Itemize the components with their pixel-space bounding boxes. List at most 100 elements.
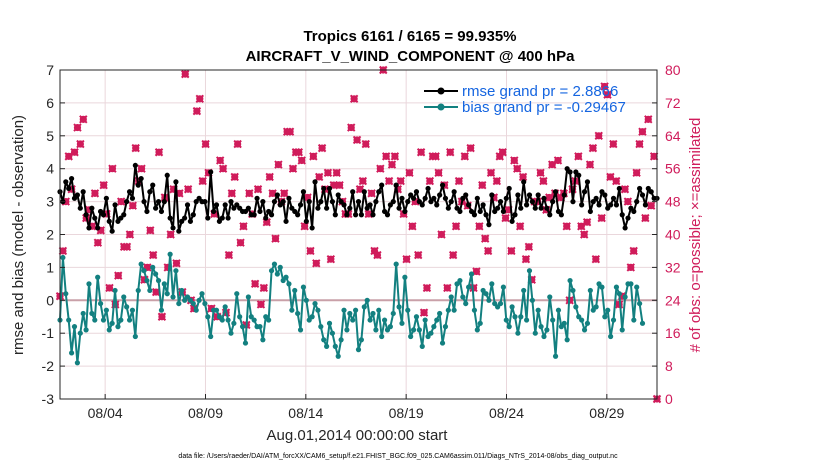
obs-assimilated-marker xyxy=(64,152,73,161)
y2-tick-label: 56 xyxy=(665,161,681,177)
rmse-point xyxy=(300,189,307,195)
rmse-point xyxy=(63,179,69,185)
rmse-point xyxy=(631,208,637,215)
obs-assimilated-marker xyxy=(582,217,592,227)
rmse-point xyxy=(576,172,582,178)
obs-count-point xyxy=(591,254,601,264)
obs-count-point xyxy=(227,189,237,198)
obs-count-point xyxy=(431,152,440,161)
obs-assimilated-marker xyxy=(280,189,289,198)
bias-point xyxy=(509,304,515,310)
bias-point xyxy=(242,340,249,346)
rmse-point xyxy=(437,192,443,198)
obs-assimilated-marker xyxy=(588,143,598,153)
bias-point xyxy=(335,353,341,359)
bias-point xyxy=(147,287,153,294)
rmse-point xyxy=(619,212,625,218)
obs-assimilated-marker xyxy=(632,168,641,178)
rmse-point xyxy=(390,199,396,205)
rmse-point xyxy=(182,215,188,221)
rmse-point xyxy=(439,182,446,188)
obs-assimilated-marker xyxy=(475,222,484,231)
obs-count-point xyxy=(475,222,484,231)
obs-assimilated-marker xyxy=(492,176,502,186)
rmse-point xyxy=(280,199,286,205)
obs-assimilated-marker xyxy=(384,176,394,186)
obs-assimilated-marker xyxy=(79,115,88,124)
obs-assimilated-marker xyxy=(536,168,545,178)
obs-assimilated-marker xyxy=(597,213,606,223)
bias-point xyxy=(431,324,437,330)
bias-point xyxy=(353,307,359,313)
obs-count-point xyxy=(93,238,103,247)
rmse-point xyxy=(138,175,144,182)
obs-assimilated-marker xyxy=(446,148,455,157)
rmse-point xyxy=(451,189,457,195)
bias-point xyxy=(396,304,402,310)
bias-point xyxy=(428,330,434,336)
obs-assimilated-marker xyxy=(125,230,135,239)
rmse-point xyxy=(413,189,420,195)
obs-assimilated-marker xyxy=(58,246,68,256)
bias-point xyxy=(71,324,78,330)
obs-count-point xyxy=(594,131,603,141)
bias-point xyxy=(608,333,614,340)
obs-count-point xyxy=(195,94,204,103)
obs-count-point xyxy=(122,242,132,252)
bias-point xyxy=(390,310,396,317)
bias-point xyxy=(373,327,379,333)
rmse-point xyxy=(570,199,576,205)
obs-count-point xyxy=(492,176,502,186)
obs-count-point xyxy=(644,115,653,124)
obs-count-point xyxy=(317,143,327,153)
bias-point xyxy=(628,281,634,287)
bias-point xyxy=(497,300,504,307)
bias-point xyxy=(208,333,214,340)
obs-count-point xyxy=(224,250,234,260)
obs-assimilated-marker xyxy=(201,139,210,149)
rmse-point xyxy=(144,208,150,215)
obs-assimilated-marker xyxy=(288,164,298,173)
rmse-point xyxy=(335,192,341,198)
bias-point xyxy=(634,284,640,290)
bias-point xyxy=(442,324,449,330)
rmse-point xyxy=(471,212,478,218)
rmse-point xyxy=(184,202,191,208)
bias-point xyxy=(97,300,104,307)
bias-point xyxy=(83,327,89,333)
obs-count-point xyxy=(268,189,277,198)
obs-assimilated-marker xyxy=(373,250,382,260)
rmse-point xyxy=(283,218,289,224)
y-tick-label: 4 xyxy=(46,161,54,177)
rmse-point xyxy=(326,185,333,192)
bias-point xyxy=(347,310,353,317)
rmse-point xyxy=(271,199,278,205)
obs-assimilated-marker xyxy=(172,259,181,268)
bias-point xyxy=(268,268,275,274)
obs-count-point xyxy=(218,164,228,173)
obs-assimilated-marker xyxy=(390,152,400,161)
obs-count-point xyxy=(545,193,554,202)
obs-assimilated-marker xyxy=(367,189,376,198)
obs-assimilated-marker xyxy=(425,176,435,186)
bias-point xyxy=(570,287,576,294)
rmse-point xyxy=(210,208,217,215)
obs-count-point xyxy=(553,156,563,165)
obs-count-point xyxy=(288,164,298,173)
obs-assimilated-marker xyxy=(224,250,234,260)
rmse-point xyxy=(457,208,463,215)
rmse-point xyxy=(106,218,112,224)
obs-assimilated-marker xyxy=(649,152,659,161)
bias-point xyxy=(326,320,333,326)
obs-count-point xyxy=(547,160,557,169)
bias-point xyxy=(529,297,535,303)
obs-assimilated-marker xyxy=(585,160,595,169)
obs-count-point xyxy=(367,189,376,198)
obs-assimilated-marker xyxy=(539,176,548,186)
rmse-point xyxy=(361,189,367,195)
bias-point xyxy=(161,281,167,287)
obs-assimilated-marker xyxy=(626,263,635,272)
bias-point xyxy=(219,317,225,323)
bias-point xyxy=(610,317,617,323)
rmse-point xyxy=(610,195,617,201)
